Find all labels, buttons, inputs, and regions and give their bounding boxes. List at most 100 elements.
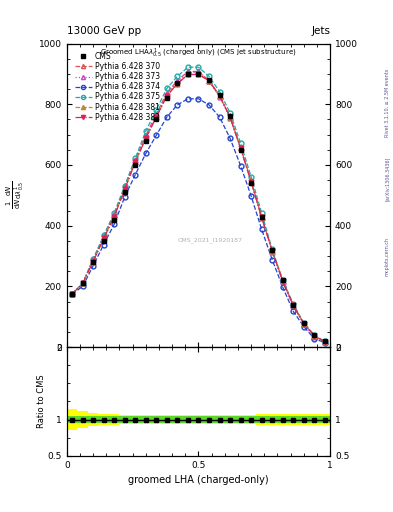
Pythia 6.428 373: [143, 133, 148, 139]
Pythia 6.428 370: [133, 157, 138, 163]
Text: Jets: Jets: [311, 26, 330, 36]
Pythia 6.428 375: [112, 210, 117, 216]
Line: Pythia 6.428 374: Pythia 6.428 374: [70, 96, 327, 345]
Pythia 6.428 375: [143, 128, 148, 134]
Pythia 6.428 374: [249, 193, 253, 199]
Pythia 6.428 381: [143, 135, 148, 141]
Pythia 6.428 370: [185, 69, 190, 75]
Pythia 6.428 370: [154, 111, 159, 117]
Pythia 6.428 381: [291, 302, 296, 308]
Pythia 6.428 370: [228, 114, 232, 120]
Pythia 6.428 375: [280, 276, 285, 283]
Pythia 6.428 375: [259, 210, 264, 216]
Pythia 6.428 370: [312, 333, 317, 339]
Pythia 6.428 382: [207, 77, 211, 83]
Pythia 6.428 373: [101, 234, 106, 240]
Pythia 6.428 382: [143, 135, 148, 141]
Text: mcplots.cern.ch: mcplots.cern.ch: [385, 237, 389, 275]
Pythia 6.428 381: [196, 72, 201, 78]
Pythia 6.428 373: [301, 322, 306, 328]
Pythia 6.428 374: [259, 226, 264, 232]
Pythia 6.428 375: [249, 174, 253, 180]
Pythia 6.428 373: [175, 78, 180, 84]
Pythia 6.428 373: [165, 91, 169, 97]
Pythia 6.428 373: [280, 279, 285, 285]
Pythia 6.428 373: [249, 179, 253, 185]
Pythia 6.428 373: [217, 94, 222, 100]
Pythia 6.428 375: [133, 155, 138, 161]
Pythia 6.428 381: [80, 281, 85, 287]
Pythia 6.428 381: [238, 145, 243, 152]
Pythia 6.428 382: [101, 236, 106, 242]
Pythia 6.428 375: [122, 183, 127, 189]
Pythia 6.428 374: [101, 242, 106, 248]
Pythia 6.428 375: [175, 73, 180, 79]
Pythia 6.428 381: [165, 93, 169, 99]
Pythia 6.428 381: [207, 77, 211, 83]
Pythia 6.428 381: [301, 321, 306, 327]
Pythia 6.428 375: [101, 232, 106, 239]
CMS: [207, 77, 211, 83]
Pythia 6.428 375: [238, 140, 243, 146]
CMS: [196, 71, 201, 77]
Line: CMS: CMS: [70, 72, 327, 344]
Pythia 6.428 374: [196, 96, 201, 102]
Pythia 6.428 370: [196, 69, 201, 75]
Pythia 6.428 373: [70, 291, 74, 297]
CMS: [154, 116, 159, 122]
Pythia 6.428 381: [175, 80, 180, 87]
Pythia 6.428 373: [323, 338, 327, 345]
Pythia 6.428 375: [207, 73, 211, 79]
Pythia 6.428 374: [175, 102, 180, 108]
CMS: [259, 214, 264, 220]
Pythia 6.428 374: [122, 194, 127, 200]
Pythia 6.428 374: [291, 308, 296, 314]
CMS: [91, 259, 95, 265]
Pythia 6.428 381: [270, 248, 275, 254]
Pythia 6.428 374: [165, 114, 169, 120]
Pythia 6.428 375: [312, 332, 317, 338]
Line: Pythia 6.428 382: Pythia 6.428 382: [70, 72, 327, 344]
Pythia 6.428 370: [270, 248, 275, 254]
Pythia 6.428 373: [80, 281, 85, 287]
Pythia 6.428 375: [196, 64, 201, 70]
Pythia 6.428 381: [70, 291, 74, 297]
Pythia 6.428 375: [270, 246, 275, 252]
CMS: [270, 247, 275, 253]
Pythia 6.428 370: [112, 211, 117, 217]
Pythia 6.428 373: [291, 303, 296, 309]
Pythia 6.428 373: [270, 248, 275, 254]
Pythia 6.428 373: [91, 257, 95, 263]
Pythia 6.428 370: [80, 281, 85, 287]
Pythia 6.428 375: [217, 89, 222, 95]
CMS: [280, 278, 285, 284]
Pythia 6.428 381: [122, 186, 127, 193]
CMS: [228, 113, 232, 119]
CMS: [143, 138, 148, 144]
Pythia 6.428 381: [312, 333, 317, 339]
Pythia 6.428 374: [112, 221, 117, 227]
CMS: [101, 238, 106, 244]
Pythia 6.428 373: [238, 145, 243, 152]
Pythia 6.428 370: [122, 184, 127, 190]
Pythia 6.428 381: [185, 72, 190, 78]
CMS: [175, 80, 180, 86]
Pythia 6.428 370: [207, 77, 211, 83]
Pythia 6.428 382: [270, 248, 275, 254]
Pythia 6.428 381: [154, 114, 159, 120]
Pythia 6.428 373: [122, 185, 127, 191]
Pythia 6.428 382: [165, 93, 169, 99]
Pythia 6.428 370: [91, 256, 95, 262]
Pythia 6.428 374: [154, 132, 159, 138]
Pythia 6.428 373: [154, 112, 159, 118]
Pythia 6.428 370: [301, 321, 306, 327]
Legend: CMS, Pythia 6.428 370, Pythia 6.428 373, Pythia 6.428 374, Pythia 6.428 375, Pyt: CMS, Pythia 6.428 370, Pythia 6.428 373,…: [73, 50, 161, 123]
Pythia 6.428 374: [228, 135, 232, 141]
Pythia 6.428 382: [196, 72, 201, 78]
Pythia 6.428 373: [196, 69, 201, 75]
CMS: [312, 332, 317, 338]
Text: CMS_2021_I1920187: CMS_2021_I1920187: [177, 237, 242, 243]
Pythia 6.428 382: [122, 186, 127, 193]
Pythia 6.428 374: [280, 284, 285, 290]
Pythia 6.428 375: [228, 110, 232, 116]
